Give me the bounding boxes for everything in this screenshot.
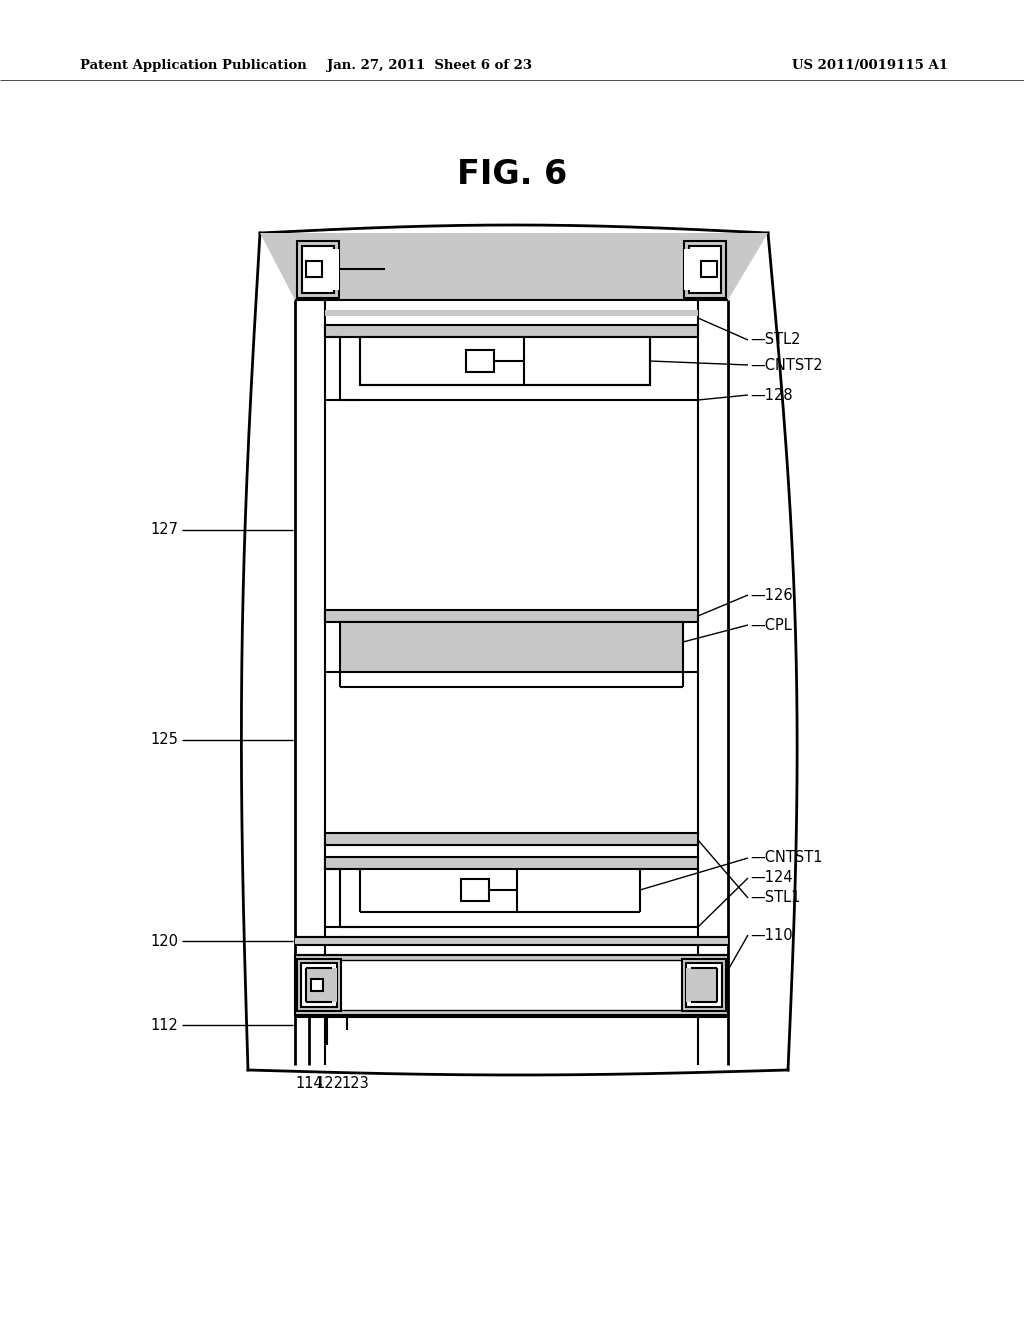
Text: —CNTST1: —CNTST1	[750, 850, 822, 866]
Text: US 2011/0019115 A1: US 2011/0019115 A1	[792, 58, 948, 71]
Polygon shape	[701, 261, 717, 277]
Text: —126: —126	[750, 587, 793, 602]
Text: —CPL: —CPL	[750, 618, 792, 632]
Polygon shape	[311, 979, 323, 991]
Polygon shape	[689, 246, 721, 293]
Text: 125: 125	[151, 733, 178, 747]
Polygon shape	[306, 968, 337, 1002]
Polygon shape	[325, 833, 698, 845]
Text: —128: —128	[750, 388, 793, 403]
Text: —124: —124	[750, 870, 793, 886]
Polygon shape	[325, 610, 698, 622]
Text: —110: —110	[750, 928, 793, 942]
Text: —STL1: —STL1	[750, 891, 801, 906]
Polygon shape	[466, 350, 494, 372]
Polygon shape	[260, 234, 768, 300]
Polygon shape	[325, 310, 698, 315]
Text: 112: 112	[151, 1018, 178, 1032]
Polygon shape	[297, 242, 339, 298]
Text: —STL2: —STL2	[750, 333, 801, 347]
Text: Patent Application Publication: Patent Application Publication	[80, 58, 307, 71]
Text: FIG. 6: FIG. 6	[457, 158, 567, 191]
Polygon shape	[686, 968, 717, 1002]
Polygon shape	[297, 960, 341, 1011]
Text: 122: 122	[315, 1076, 343, 1090]
Polygon shape	[684, 249, 696, 290]
Polygon shape	[302, 246, 334, 293]
Polygon shape	[301, 964, 337, 1007]
Polygon shape	[300, 960, 723, 1010]
Text: Jan. 27, 2011  Sheet 6 of 23: Jan. 27, 2011 Sheet 6 of 23	[328, 58, 532, 71]
Polygon shape	[295, 954, 728, 1015]
Polygon shape	[340, 622, 683, 672]
Polygon shape	[295, 937, 728, 945]
Polygon shape	[325, 325, 698, 337]
Polygon shape	[327, 249, 339, 290]
Polygon shape	[686, 964, 722, 1007]
Text: 120: 120	[150, 933, 178, 949]
Text: —CNTST2: —CNTST2	[750, 358, 822, 372]
Polygon shape	[684, 242, 726, 298]
Text: 123: 123	[341, 1076, 369, 1090]
Polygon shape	[306, 261, 322, 277]
Polygon shape	[325, 857, 698, 869]
Polygon shape	[360, 337, 650, 385]
Polygon shape	[461, 879, 489, 902]
Text: 114: 114	[295, 1076, 323, 1090]
Polygon shape	[682, 960, 726, 1011]
Text: 127: 127	[150, 523, 178, 537]
